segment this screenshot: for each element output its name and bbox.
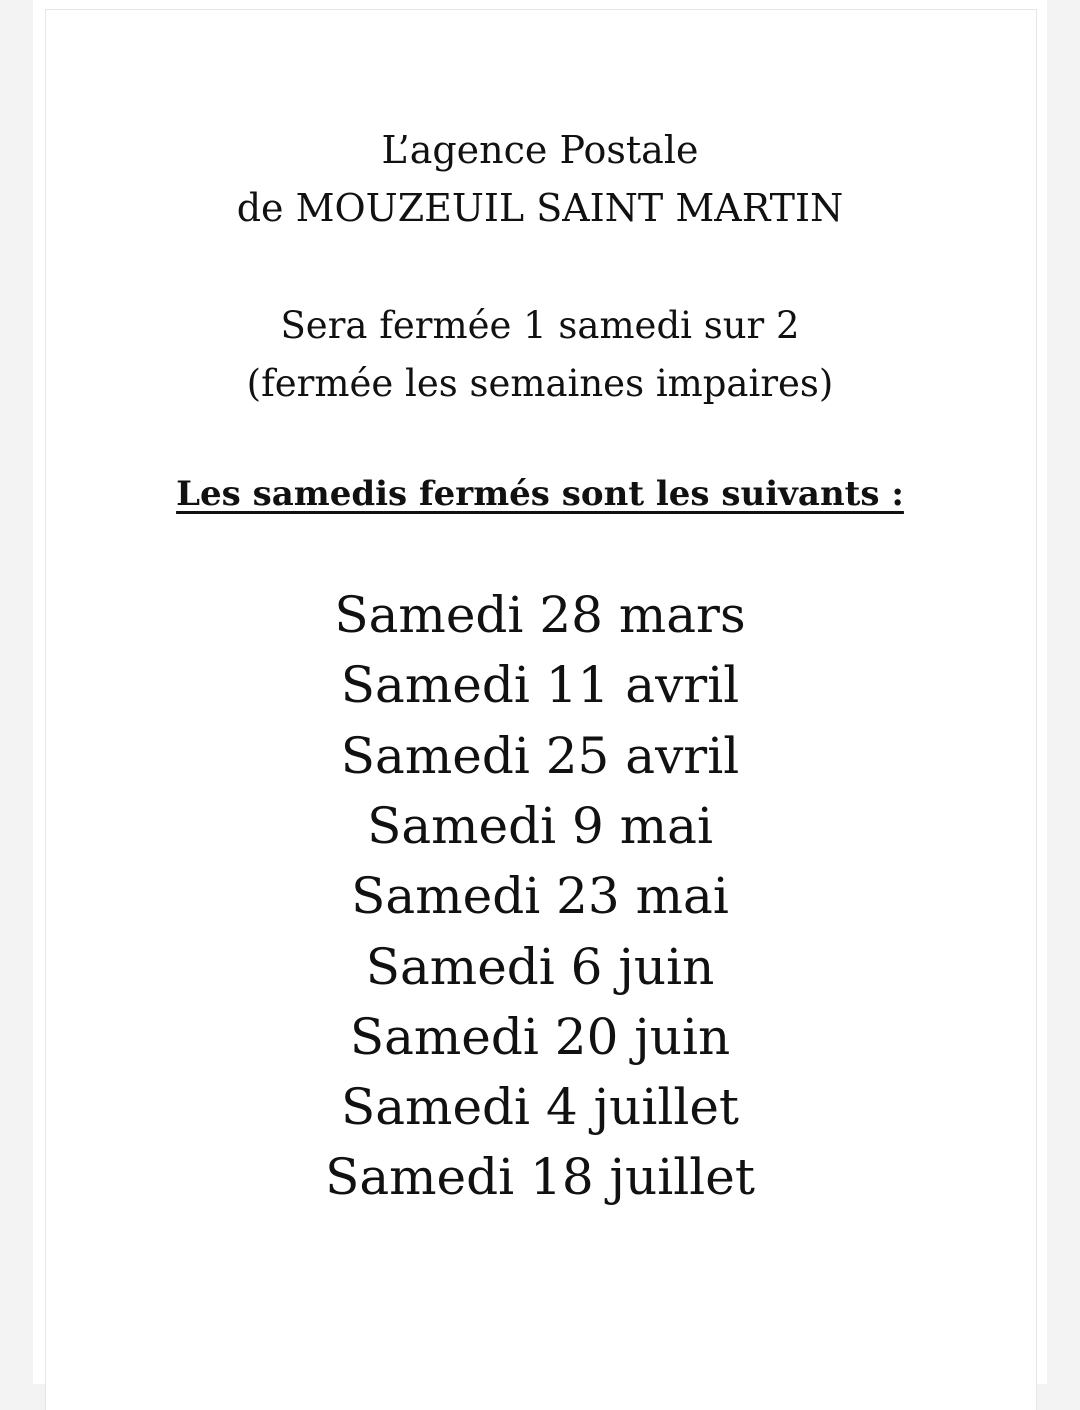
- notice-line-2: (fermée les semaines impaires): [246, 362, 834, 405]
- closed-date-item: Samedi 4 juillet: [340, 1078, 740, 1137]
- notice-line-1: Sera fermée 1 samedi sur 2: [280, 304, 800, 347]
- closed-date-item: Samedi 20 juin: [349, 1007, 731, 1066]
- title-line-1: L’agence Postale: [381, 128, 699, 172]
- closed-date-item: Samedi 6 juin: [365, 937, 715, 996]
- document-page: [45, 9, 1037, 1410]
- closed-date-item: Samedi 11 avril: [340, 656, 740, 715]
- list-heading: Les samedis fermés sont les suivants :: [176, 474, 904, 514]
- closed-date-item: Samedi 23 mai: [351, 867, 729, 926]
- closed-date-item: Samedi 25 avril: [340, 726, 740, 785]
- closed-date-item: Samedi 28 mars: [334, 586, 746, 644]
- closed-date-item: Samedi 9 mai: [367, 796, 713, 855]
- closed-date-item: Samedi 18 juillet: [325, 1148, 755, 1207]
- title-line-2: de MOUZEUIL SAINT MARTIN: [236, 186, 844, 230]
